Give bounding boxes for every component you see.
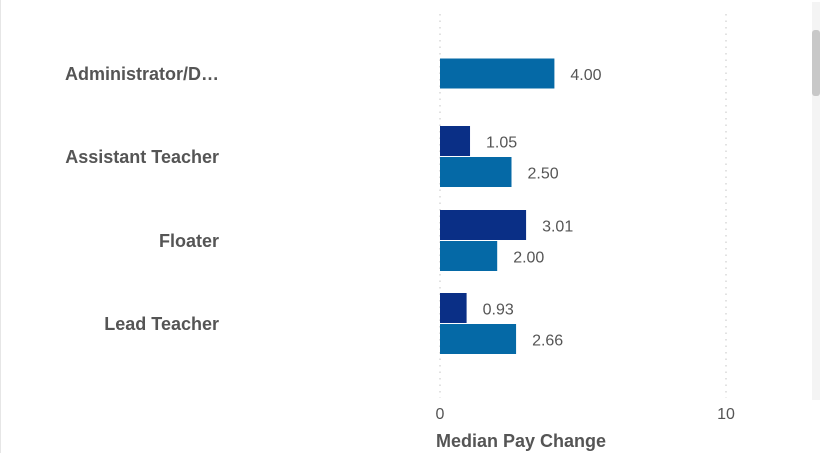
x-tick-label-10: 10 — [717, 406, 735, 423]
data-label-series2-1: 2.50 — [528, 166, 559, 183]
scrollbar-thumb[interactable] — [812, 30, 820, 96]
bar-series2-0[interactable] — [440, 58, 555, 89]
data-label-series1-2: 3.01 — [542, 219, 573, 236]
data-label-series2-0: 4.00 — [570, 67, 601, 84]
category-labels: Administrator/D… Assistant Teacher Floater… — [65, 64, 219, 334]
x-tick-labels: 0 10 — [436, 406, 735, 423]
value-labels: 4.00 1.05 2.50 3.01 2.00 0.93 2.66 — [483, 67, 602, 350]
x-tick-label-0: 0 — [436, 406, 445, 423]
bars — [440, 58, 555, 354]
category-label: Floater — [159, 231, 219, 251]
category-label: Assistant Teacher — [65, 147, 219, 167]
scrollbar-track[interactable] — [812, 2, 820, 400]
bar-series2-1[interactable] — [440, 157, 512, 187]
category-label: Lead Teacher — [104, 314, 219, 334]
bar-series1-3[interactable] — [440, 293, 467, 323]
bar-series2-2[interactable] — [440, 241, 498, 271]
data-label-series2-3: 2.66 — [532, 333, 563, 350]
x-axis-title: Median Pay Change — [436, 431, 606, 451]
category-label: Administrator/D… — [65, 64, 219, 84]
data-label-series1-1: 1.05 — [486, 135, 517, 152]
bar-series1-1[interactable] — [440, 126, 471, 156]
bar-series1-2[interactable] — [440, 210, 527, 240]
bar-series2-3[interactable] — [440, 324, 517, 354]
data-label-series2-2: 2.00 — [513, 250, 544, 267]
data-label-series1-3: 0.93 — [483, 302, 514, 319]
